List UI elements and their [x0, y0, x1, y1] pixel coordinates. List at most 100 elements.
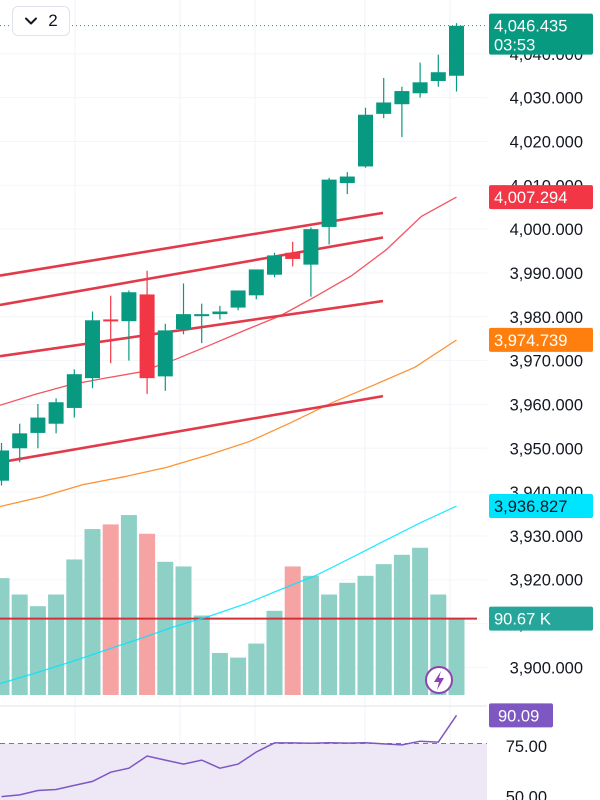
volume-bar	[284, 566, 301, 695]
price-tick-label: 3,960.000	[510, 396, 583, 414]
price-tick-label: 3,950.000	[510, 440, 583, 458]
ma-red-tag-text: 4,007.294	[494, 189, 567, 207]
ma-orange-tag-text: 3,974.739	[494, 332, 567, 350]
last-price-tag-text: 03:53	[494, 37, 535, 55]
volume-bar	[48, 594, 65, 695]
volume-bar	[139, 533, 156, 695]
ma-red-tag: 4,007.294	[489, 185, 593, 210]
price-tick-label: 3,920.000	[510, 572, 583, 590]
candle-body[interactable]	[285, 252, 301, 259]
volume-bar	[393, 554, 410, 695]
candle-body[interactable]	[412, 82, 428, 94]
candle-body[interactable]	[321, 179, 337, 227]
lightning-button[interactable]	[425, 666, 453, 694]
volume-bar	[211, 652, 228, 695]
candle-body[interactable]	[139, 294, 155, 379]
ma-cyan-tag: 3,936.827	[489, 493, 593, 518]
candle-body[interactable]	[66, 374, 82, 408]
volume-bar	[102, 524, 119, 695]
price-tick-label: 3,990.000	[510, 265, 583, 283]
candle-body[interactable]	[30, 417, 46, 433]
candle-body[interactable]	[176, 314, 191, 330]
volume-bar	[84, 529, 101, 695]
volume-bar	[120, 515, 137, 695]
channel-line[interactable]	[0, 236, 384, 307]
candle-body[interactable]	[48, 402, 64, 424]
ma-orange-tag: 3,974.739	[489, 327, 593, 352]
volume-bar	[321, 594, 338, 695]
volume-bar	[248, 643, 265, 695]
rsi-tick-label: 50.00	[506, 789, 547, 800]
volume-bar	[230, 657, 247, 695]
channel-line[interactable]	[0, 211, 384, 277]
last-price-tag-text: 4,046.435	[494, 18, 567, 36]
volume-bar	[302, 575, 319, 695]
ma-orange-tag-bg	[489, 327, 593, 352]
candle-body[interactable]	[394, 91, 410, 105]
rsi-tag-bg	[489, 703, 553, 728]
price-tick-label: 3,980.000	[510, 309, 583, 327]
candle-body[interactable]	[248, 269, 264, 296]
price-tick-label: 4,030.000	[510, 90, 583, 108]
candle-body[interactable]	[157, 330, 173, 377]
channel-lines	[0, 211, 384, 464]
candle-body[interactable]	[303, 229, 319, 265]
chevron-down-icon	[25, 17, 38, 25]
volume-bar	[0, 578, 10, 695]
rsi-tick-label: 75.00	[506, 738, 547, 756]
candle-body[interactable]	[103, 319, 119, 322]
price-axis	[487, 0, 600, 800]
indicator-count: 2	[48, 11, 58, 30]
rsi-band	[0, 743, 487, 800]
candle-body[interactable]	[339, 176, 355, 184]
volume-bar	[175, 566, 192, 695]
price-tick-label: 3,930.000	[510, 528, 583, 546]
candle-body[interactable]	[0, 450, 9, 481]
rsi-axis-labels: 75.00 50.00	[506, 738, 547, 800]
price-tick-label: 3,970.000	[510, 353, 583, 371]
candle-body[interactable]	[12, 433, 28, 449]
rsi-tag: 90.09	[489, 703, 553, 728]
volume-bar	[339, 582, 356, 695]
ma-cyan-tag-bg	[489, 493, 593, 518]
volume-bar	[412, 547, 429, 695]
channel-line[interactable]	[0, 394, 384, 464]
candle-body[interactable]	[358, 114, 373, 167]
rsi-tag-text: 90.09	[498, 707, 539, 725]
candle-body[interactable]	[230, 290, 246, 308]
candle-body[interactable]	[449, 25, 464, 76]
price-axis-labels: 4,040.0004,030.0004,020.0004,010.0004,00…	[510, 46, 583, 678]
candle-body[interactable]	[376, 102, 392, 114]
price-tick-label: 4,020.000	[510, 133, 583, 151]
volume-bar	[193, 615, 210, 695]
candle-body[interactable]	[85, 320, 100, 379]
candles	[0, 23, 464, 486]
rsi-line	[1, 714, 458, 798]
candle-body[interactable]	[194, 314, 210, 317]
collapse-indicators-button[interactable]: 2	[12, 6, 70, 36]
candle-body[interactable]	[121, 292, 137, 322]
lightning-icon	[434, 671, 444, 690]
volume-ma-tag: 90.67 K	[489, 606, 593, 631]
volume-bar	[266, 610, 283, 695]
candle-body[interactable]	[267, 255, 282, 275]
volume-ma-tag-bg	[489, 606, 593, 631]
ma-red-tag-bg	[489, 185, 593, 210]
volume-ma-tag-text: 90.67 K	[494, 611, 551, 629]
volume-bars	[0, 515, 465, 695]
candle-body[interactable]	[212, 311, 228, 315]
volume-bar	[66, 559, 83, 695]
last-price-tag-bg	[489, 13, 593, 55]
candle-body[interactable]	[430, 72, 446, 81]
moving-average-line	[0, 505, 457, 685]
ma-cyan-tag-text: 3,936.827	[494, 498, 567, 516]
volume-bar	[357, 575, 374, 695]
volume-bar	[448, 617, 465, 695]
volume-bar	[157, 561, 174, 695]
price-tick-label: 4,000.000	[510, 221, 583, 239]
moving-average-line	[0, 339, 457, 508]
price-tick-label: 3,900.000	[510, 659, 583, 677]
channel-line[interactable]	[0, 299, 384, 358]
